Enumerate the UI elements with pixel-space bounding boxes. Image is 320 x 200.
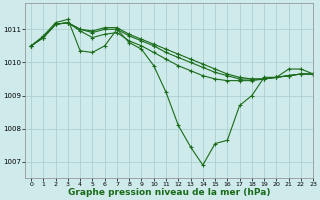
X-axis label: Graphe pression niveau de la mer (hPa): Graphe pression niveau de la mer (hPa) [68, 188, 270, 197]
